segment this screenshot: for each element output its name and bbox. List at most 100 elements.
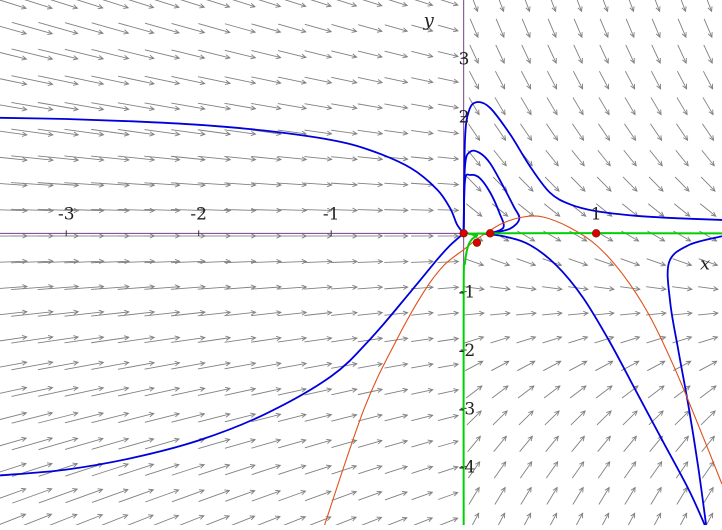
field-arrow <box>0 0 26 8</box>
field-arrow <box>39 0 78 8</box>
field-arrow <box>600 45 608 63</box>
field-arrow <box>496 45 504 63</box>
equilibrium-point <box>460 230 468 238</box>
field-arrow <box>0 438 26 450</box>
field-arrow <box>572 436 585 451</box>
field-arrow <box>522 45 530 63</box>
field-arrow <box>12 49 53 59</box>
field-arrow <box>572 150 584 166</box>
field-arrow <box>700 386 716 398</box>
field-arrow <box>704 0 711 11</box>
field-arrow <box>623 177 637 191</box>
series-line-4 <box>464 174 504 233</box>
field-arrow <box>304 183 331 185</box>
field-arrow <box>677 487 687 504</box>
field-arrow <box>12 514 51 525</box>
field-arrow <box>677 513 686 525</box>
field-arrow <box>495 513 504 525</box>
field-arrow <box>305 466 331 474</box>
field-arrow <box>574 0 581 11</box>
x-tick-label: -2 <box>190 204 207 224</box>
field-arrow <box>384 210 407 211</box>
field-arrow <box>278 24 306 32</box>
field-arrow <box>438 210 459 211</box>
field-arrow <box>469 513 478 525</box>
field-arrow <box>0 76 27 85</box>
field-arrow <box>678 45 686 63</box>
field-arrow <box>470 19 478 37</box>
field-arrow <box>251 338 281 342</box>
field-arrow <box>522 19 530 37</box>
equilibrium-point <box>486 230 494 238</box>
field-arrow <box>675 411 689 425</box>
field-arrow <box>145 414 179 423</box>
field-arrow <box>519 411 533 425</box>
field-arrow <box>278 261 307 262</box>
field-arrow <box>704 45 712 63</box>
field-arrow <box>598 150 610 166</box>
field-arrow <box>251 389 280 395</box>
field-arrow <box>198 130 230 135</box>
field-arrow <box>625 97 635 114</box>
field-arrow <box>225 389 256 396</box>
field-arrow <box>198 465 229 475</box>
field-arrow <box>546 436 559 451</box>
field-arrow <box>331 261 357 262</box>
field-arrow <box>358 287 383 289</box>
field-arrow <box>547 71 556 89</box>
field-arrow <box>599 71 608 89</box>
series-line-5 <box>477 233 705 525</box>
field-arrow <box>571 177 585 191</box>
field-arrow <box>278 0 305 6</box>
field-arrow <box>278 183 307 185</box>
field-arrow <box>331 183 357 185</box>
field-arrow <box>494 462 505 478</box>
y-tick-label: -2 <box>459 341 476 361</box>
field-arrow <box>597 411 611 425</box>
field-arrow <box>492 386 508 398</box>
field-arrow <box>0 514 26 525</box>
y-tick-label: 3 <box>459 49 470 69</box>
field-arrow <box>305 51 332 58</box>
field-arrow <box>648 386 664 398</box>
field-arrow <box>172 23 205 32</box>
field-arrow <box>39 515 77 525</box>
field-arrow <box>521 71 530 89</box>
field-arrow <box>624 436 637 451</box>
field-arrow <box>650 124 661 140</box>
field-arrow <box>521 97 531 114</box>
field-arrow <box>676 150 688 166</box>
field-arrow <box>252 516 280 525</box>
field-arrow <box>596 386 612 398</box>
field-arrow <box>650 462 661 478</box>
field-arrow <box>573 97 583 114</box>
field-arrow <box>145 23 179 33</box>
field-arrow <box>465 361 483 370</box>
field-arrow <box>119 490 154 502</box>
field-arrow <box>548 19 556 37</box>
field-arrow <box>546 462 557 478</box>
field-arrow <box>225 24 255 33</box>
field-arrow <box>651 513 660 525</box>
series-line-3 <box>464 151 520 234</box>
y-tick-label: -4 <box>459 458 476 478</box>
field-arrow <box>598 124 609 140</box>
field-arrow <box>305 0 331 6</box>
field-arrow <box>305 415 332 422</box>
field-arrow <box>304 130 331 134</box>
field-arrow <box>626 45 634 63</box>
field-arrow <box>651 97 661 114</box>
field-arrow <box>702 150 714 166</box>
field-arrow <box>623 411 637 425</box>
field-arrow <box>252 465 281 474</box>
field-arrow <box>569 361 587 370</box>
field-arrow <box>544 386 560 398</box>
field-arrow <box>701 411 715 425</box>
field-arrow <box>278 466 305 475</box>
field-arrow <box>198 338 230 343</box>
field-arrow <box>0 413 26 423</box>
field-arrow <box>599 513 608 525</box>
field-arrow <box>11 362 52 370</box>
